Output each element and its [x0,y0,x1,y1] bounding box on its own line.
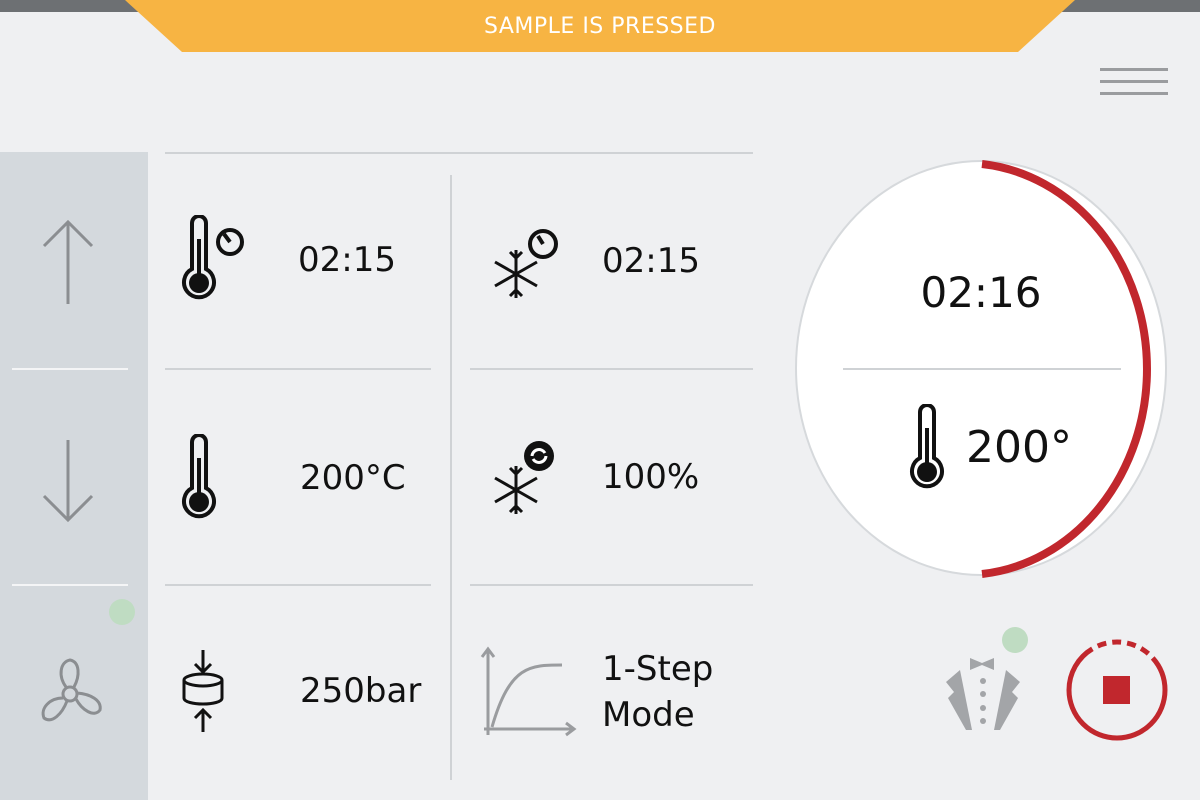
divider [165,368,431,370]
mode-label-line2: Mode [602,695,695,735]
divider [165,152,753,154]
dial-divider [843,368,1121,370]
cooling-time-value: 02:15 [602,241,700,281]
dial-temperature: 200° [966,422,1072,473]
heating-time-value: 02:15 [298,240,396,280]
divider [450,175,452,780]
curve-chart-icon [480,646,577,737]
thermometer-timer-icon [182,215,244,300]
status-dot [109,599,135,625]
status-banner: SAMPLE IS PRESSED [125,0,1075,52]
sidebar-divider [12,584,128,586]
temperature-value: 200°C [300,458,406,498]
tuxedo-icon[interactable] [944,654,1022,730]
thermometer-icon [182,434,216,519]
thermometer-icon [910,404,944,489]
snowflake-timer-icon [494,229,558,298]
divider [470,584,753,586]
status-dot [1002,627,1028,653]
stop-button[interactable] [1064,636,1170,744]
progress-arc [981,160,1151,578]
cooling-time-cell[interactable]: 02:15 [490,222,700,300]
sidebar [0,152,148,800]
temperature-cell[interactable]: 200°C [180,434,406,522]
divider [165,584,431,586]
pressure-value: 250bar [300,671,422,711]
divider [470,368,753,370]
press-icon [182,650,224,732]
cooling-rate-value: 100% [602,457,700,497]
mode-label-line1: 1-Step [602,649,714,689]
sidebar-divider [12,368,128,370]
pressure-cell[interactable]: 250bar [180,648,421,734]
snowflake-cycle-icon [494,441,554,514]
heating-time-cell[interactable]: 02:15 [180,215,396,305]
fan-icon[interactable] [36,656,104,728]
dial-time: 02:16 [920,268,1042,317]
mode-cell[interactable]: 1-Step Mode [480,645,713,739]
hamburger-menu-icon[interactable] [1100,64,1168,104]
cooling-rate-cell[interactable]: 100% [490,438,699,516]
arrow-down-icon[interactable] [40,436,96,526]
arrow-up-icon[interactable] [40,218,96,308]
stop-icon [1103,676,1130,704]
